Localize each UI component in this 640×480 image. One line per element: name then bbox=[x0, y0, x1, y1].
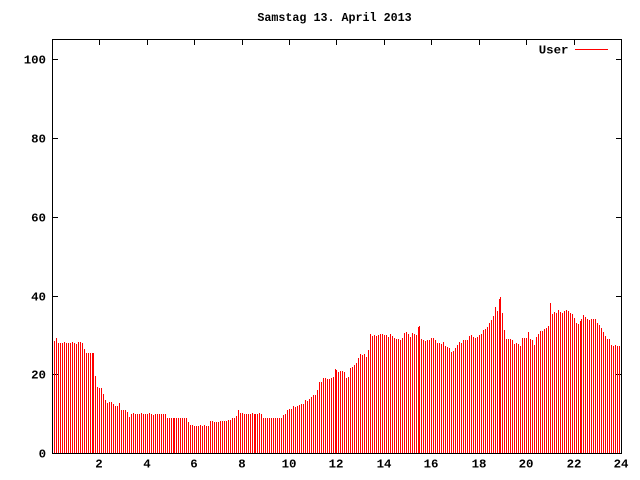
svg-text:4: 4 bbox=[143, 458, 151, 472]
svg-text:20: 20 bbox=[519, 458, 534, 472]
svg-text:100: 100 bbox=[24, 54, 46, 68]
svg-text:18: 18 bbox=[472, 458, 487, 472]
svg-text:14: 14 bbox=[377, 458, 392, 472]
svg-text:User: User bbox=[539, 43, 569, 57]
svg-text:60: 60 bbox=[31, 212, 46, 226]
svg-text:12: 12 bbox=[329, 458, 344, 472]
svg-text:40: 40 bbox=[31, 291, 46, 305]
svg-text:8: 8 bbox=[238, 458, 245, 472]
svg-text:2: 2 bbox=[95, 458, 102, 472]
svg-text:0: 0 bbox=[39, 448, 46, 462]
svg-text:22: 22 bbox=[567, 458, 582, 472]
svg-text:Samstag 13. April 2013: Samstag 13. April 2013 bbox=[257, 11, 411, 25]
svg-text:24: 24 bbox=[614, 458, 629, 472]
svg-text:10: 10 bbox=[282, 458, 297, 472]
svg-text:6: 6 bbox=[190, 458, 197, 472]
svg-text:16: 16 bbox=[424, 458, 439, 472]
svg-text:20: 20 bbox=[31, 369, 46, 383]
svg-text:80: 80 bbox=[31, 133, 46, 147]
